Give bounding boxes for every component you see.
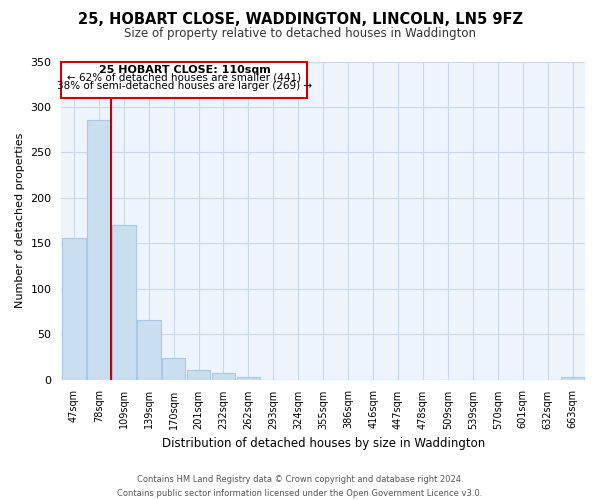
FancyBboxPatch shape bbox=[61, 62, 307, 98]
Bar bbox=[187, 370, 211, 380]
Text: 38% of semi-detached houses are larger (269) →: 38% of semi-detached houses are larger (… bbox=[57, 80, 312, 90]
Text: Contains HM Land Registry data © Crown copyright and database right 2024.
Contai: Contains HM Land Registry data © Crown c… bbox=[118, 476, 482, 498]
Y-axis label: Number of detached properties: Number of detached properties bbox=[15, 133, 25, 308]
Bar bbox=[112, 225, 136, 380]
Text: Size of property relative to detached houses in Waddington: Size of property relative to detached ho… bbox=[124, 28, 476, 40]
Text: 25, HOBART CLOSE, WADDINGTON, LINCOLN, LN5 9FZ: 25, HOBART CLOSE, WADDINGTON, LINCOLN, L… bbox=[77, 12, 523, 28]
X-axis label: Distribution of detached houses by size in Waddington: Distribution of detached houses by size … bbox=[161, 437, 485, 450]
Text: ← 62% of detached houses are smaller (441): ← 62% of detached houses are smaller (44… bbox=[67, 72, 302, 83]
Bar bbox=[137, 320, 161, 380]
Bar bbox=[62, 238, 86, 380]
Text: 25 HOBART CLOSE: 110sqm: 25 HOBART CLOSE: 110sqm bbox=[98, 64, 271, 74]
Bar bbox=[236, 377, 260, 380]
Bar bbox=[87, 120, 110, 380]
Bar bbox=[162, 358, 185, 380]
Bar bbox=[212, 373, 235, 380]
Bar bbox=[560, 377, 584, 380]
